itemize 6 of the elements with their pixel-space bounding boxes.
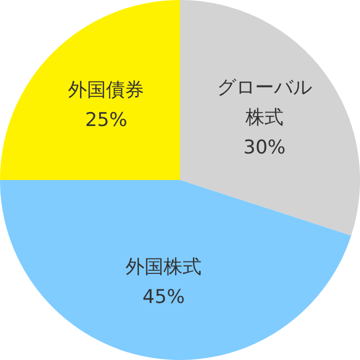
data-label: 45% xyxy=(142,286,185,308)
data-label: 30% xyxy=(243,136,286,159)
data-label: 25% xyxy=(85,109,128,132)
slice-label: グローバル株式 xyxy=(216,76,312,129)
slice-label: 外国債券 xyxy=(68,79,144,102)
slice-label: 外国株式 xyxy=(126,256,202,278)
